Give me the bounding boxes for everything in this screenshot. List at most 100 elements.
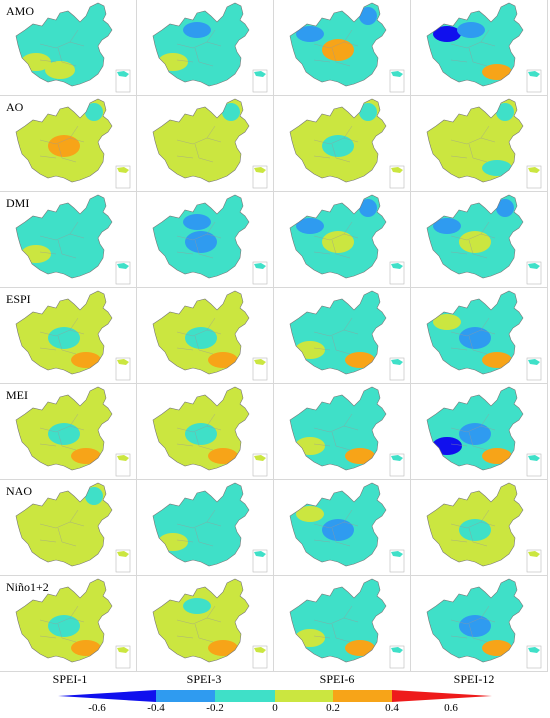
china-map [15,194,131,285]
map-border [289,98,387,183]
china-map [289,290,405,381]
map-anomaly-patch [158,53,188,71]
map-anomaly-patch [459,231,491,253]
inset-land [528,359,540,365]
province-lines [313,509,359,547]
map-border [152,2,250,87]
column-label-spei-1: SPEI-1 [52,672,88,686]
inset-land [117,71,129,77]
map-border [15,2,113,87]
map-anomaly-patch [322,519,354,541]
map-anomaly-patch [158,533,188,551]
china-map [289,194,405,285]
map-anomaly-patch [482,160,512,176]
china-map [289,482,405,573]
map-panel [137,192,274,288]
china-map [152,578,268,669]
province-lines [39,125,85,163]
map-panel [274,576,411,672]
map-border [15,290,113,375]
province-lines [450,29,496,67]
map-border [426,482,524,567]
map-grid: AMO AO DMI ESPI MEI NAO Niño1+2 [0,0,548,672]
province-lines [313,317,359,355]
map-anomaly-patch [183,22,211,38]
map-anomaly-patch [208,448,238,464]
province-lines [313,221,359,259]
map-panel [411,0,548,96]
column-label-spei-6: SPEI-6 [319,672,355,686]
map-panel: DMI [0,192,137,288]
inset-land [528,551,540,557]
map-border [426,98,524,183]
colorbar-tick-label: -0.4 [147,702,165,714]
map-panel [274,480,411,576]
map-border [289,194,387,279]
map-border [289,290,387,375]
map-anomaly-patch [432,437,462,455]
map-border [289,482,387,567]
map-panel [411,96,548,192]
map-anomaly-patch [459,615,491,637]
row-label: MEI [6,388,28,402]
row-label: ESPI [6,292,31,306]
map-anomaly-patch [208,352,238,368]
map-border [426,290,524,375]
map-border [152,386,250,471]
china-map [152,2,268,93]
province-lines [313,125,359,163]
province-lines [176,605,222,643]
colorbar-bin [275,690,333,702]
province-lines [39,509,85,547]
inset-land [391,71,403,77]
inset-land [254,455,266,461]
map-panel: ESPI [0,288,137,384]
colorbar-tick-label: 0.6 [444,702,458,714]
map-anomaly-patch [359,103,377,121]
map-anomaly-patch [345,640,375,656]
inset-land [117,551,129,557]
china-map [426,2,542,93]
map-panel [137,576,274,672]
map-anomaly-patch [496,103,514,121]
map-panel [137,480,274,576]
map-border [152,482,250,567]
map-border [289,2,387,87]
province-lines [39,317,85,355]
colorbar-bin [392,690,492,702]
china-map [15,482,131,573]
column-label-spei-3: SPEI-3 [186,672,222,686]
map-border [152,578,250,663]
map-anomaly-patch [433,314,461,330]
map-anomaly-patch [457,22,485,38]
map-anomaly-patch [496,199,514,217]
china-map [15,386,131,477]
map-border [152,290,250,375]
map-anomaly-patch [48,423,80,445]
row-label: AO [6,100,24,114]
inset-land [391,647,403,653]
inset-land [254,359,266,365]
map-border [15,578,113,663]
province-lines [39,29,85,67]
map-anomaly-patch [85,103,103,121]
inset-land [117,167,129,173]
province-lines [39,413,85,451]
china-map [289,2,405,93]
colorbar-tick-label: 0.2 [326,702,340,714]
china-map [152,290,268,381]
map-panel [274,288,411,384]
province-lines [313,29,359,67]
map-anomaly-patch [482,64,512,80]
province-lines [176,317,222,355]
map-anomaly-patch [185,327,217,349]
map-panel [274,96,411,192]
china-map [152,98,268,189]
colorbar-tick-label: 0 [272,702,278,714]
inset-land [117,455,129,461]
map-panel [411,384,548,480]
map-panel [274,384,411,480]
province-lines [176,413,222,451]
inset-land [391,263,403,269]
province-lines [450,605,496,643]
